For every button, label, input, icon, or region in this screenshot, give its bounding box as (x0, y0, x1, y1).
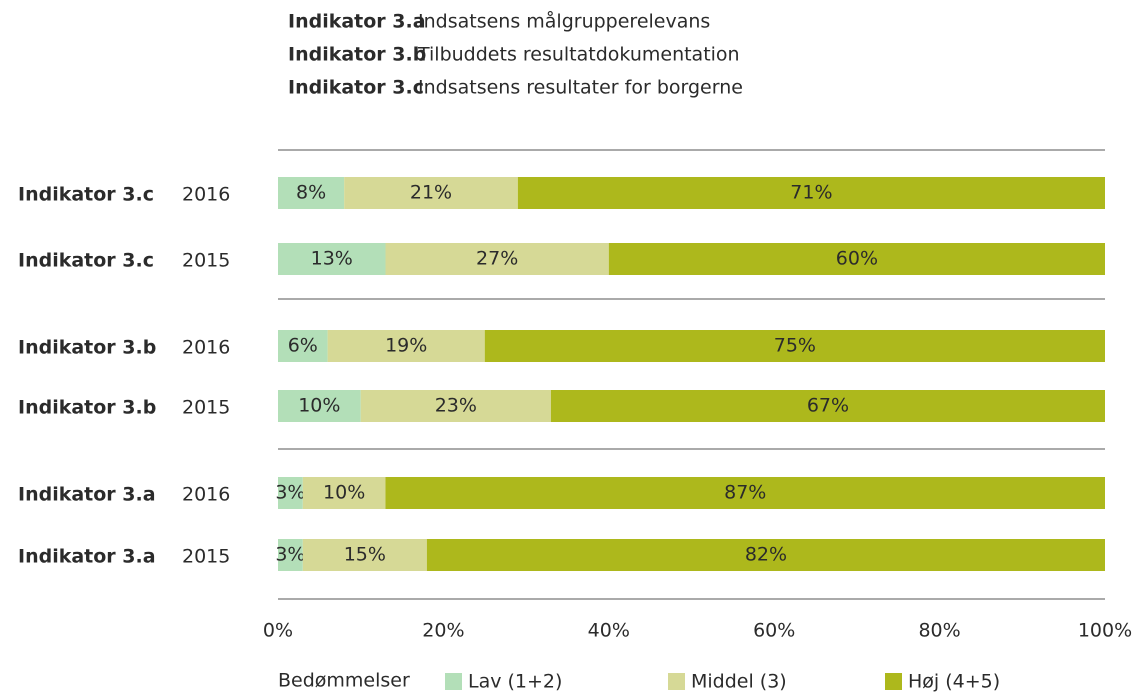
value-label: 71% (790, 182, 832, 204)
legend-label: Høj (4+5) (908, 671, 1000, 693)
legend-swatch (445, 673, 462, 690)
value-label: 60% (836, 248, 878, 270)
indicator-label: Indsatsens målgrupperelevans (418, 10, 710, 33)
value-label: 23% (435, 395, 477, 417)
x-tick-label: 60% (753, 620, 795, 642)
bar-segment (327, 330, 485, 362)
category-label: Indikator 3.a (18, 484, 156, 506)
value-label: 21% (410, 182, 452, 204)
bar-segment (360, 390, 551, 422)
value-label: 75% (774, 335, 816, 357)
category-label: Indikator 3.b (18, 337, 156, 359)
indicator-key: Indikator 3.b (288, 44, 426, 66)
x-tick-label: 0% (263, 620, 293, 642)
legend-label: Lav (1+2) (468, 671, 562, 693)
legend-label: Middel (3) (691, 671, 787, 693)
bar-segment (517, 177, 1105, 209)
value-label: 19% (385, 335, 427, 357)
bar-segment (302, 477, 386, 509)
value-label: 10% (298, 395, 340, 417)
value-label: 6% (288, 335, 318, 357)
value-label: 3% (275, 482, 305, 504)
bar-segment (344, 177, 518, 209)
legend-title: Bedømmelser (278, 670, 410, 692)
bar-segment (278, 390, 361, 422)
year-label: 2016 (182, 184, 230, 206)
value-label: 3% (275, 544, 305, 566)
year-label: 2016 (182, 337, 230, 359)
x-tick-label: 100% (1078, 620, 1132, 642)
year-label: 2015 (182, 250, 230, 272)
legend-swatch (885, 673, 902, 690)
value-label: 82% (745, 544, 787, 566)
bar-segment (302, 539, 427, 571)
x-tick-label: 20% (422, 620, 464, 642)
bar-segment (550, 390, 1105, 422)
bar-segment (608, 243, 1105, 275)
value-label: 10% (323, 482, 365, 504)
bar-segment (278, 330, 328, 362)
x-tick-label: 80% (918, 620, 960, 642)
legend-swatch (668, 673, 685, 690)
value-label: 13% (311, 248, 353, 270)
bar-segment (278, 539, 303, 571)
value-label: 15% (344, 544, 386, 566)
year-label: 2015 (182, 546, 230, 568)
bar-segment (385, 477, 1105, 509)
indicator-key: Indikator 3.c (288, 77, 424, 99)
year-label: 2015 (182, 397, 230, 419)
bar-segment (385, 243, 609, 275)
value-label: 8% (296, 182, 326, 204)
value-label: 87% (724, 482, 766, 504)
indicator-label: Tilbuddets resultatdokumentation (417, 44, 740, 66)
x-tick-label: 40% (588, 620, 630, 642)
value-label: 27% (476, 248, 518, 270)
category-label: Indikator 3.a (18, 546, 156, 568)
bar-segment (426, 539, 1105, 571)
category-label: Indikator 3.b (18, 397, 156, 419)
value-label: 67% (807, 395, 849, 417)
year-label: 2016 (182, 484, 230, 506)
indicator-label: Indsatsens resultater for borgerne (418, 77, 743, 99)
indicator-key: Indikator 3.a (288, 11, 426, 33)
bar-segment (278, 477, 303, 509)
category-label: Indikator 3.c (18, 250, 154, 272)
bar-segment (484, 330, 1105, 362)
category-label: Indikator 3.c (18, 184, 154, 206)
bar-segment (278, 243, 386, 275)
bar-segment (278, 177, 345, 209)
